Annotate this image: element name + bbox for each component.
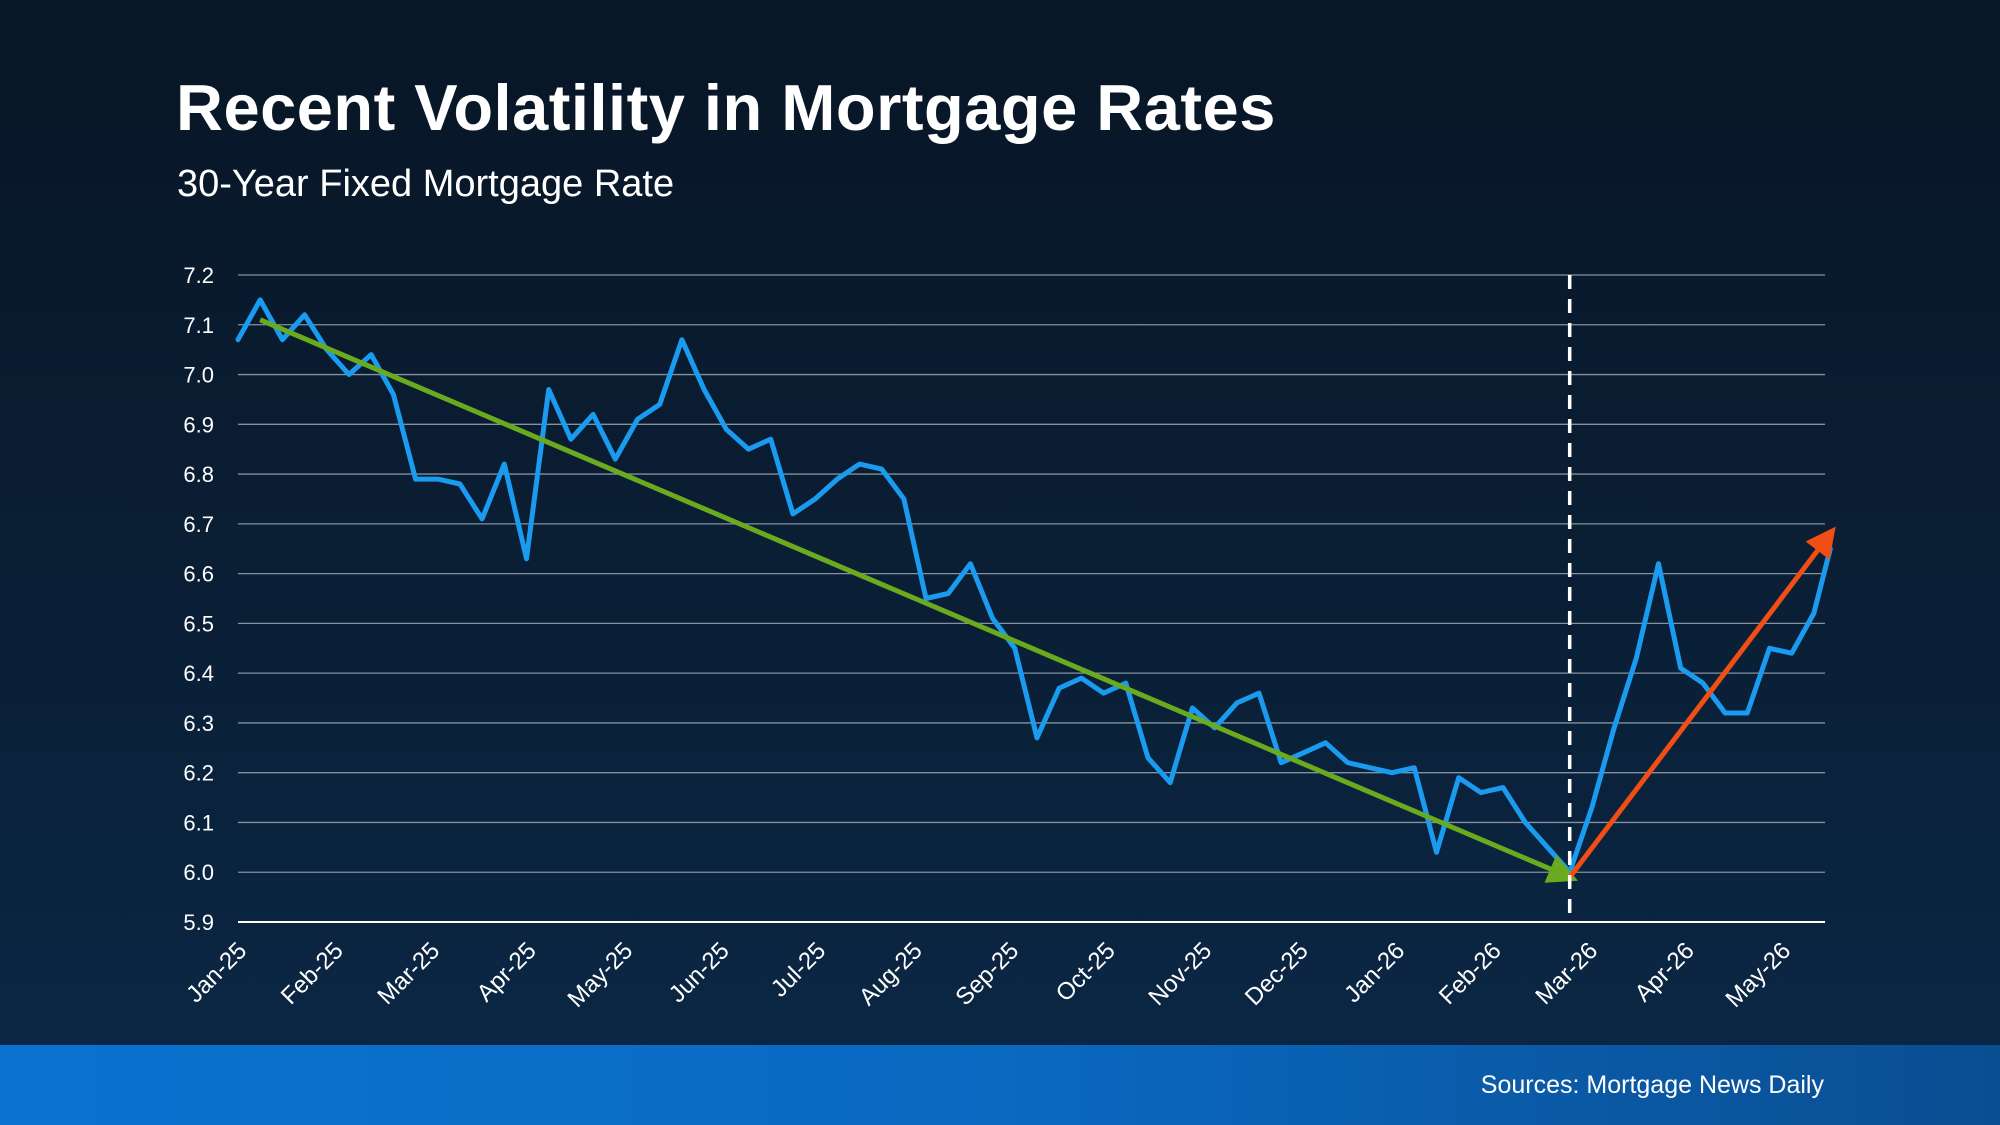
y-tick-label: 5.9	[183, 910, 214, 935]
x-tick-label: Feb-25	[276, 937, 349, 1010]
chart-subtitle: 30-Year Fixed Mortgage Rate	[177, 163, 675, 205]
x-tick-label: Apr-25	[472, 937, 542, 1007]
x-tick-label: Oct-25	[1051, 937, 1121, 1007]
x-tick-label: May-25	[563, 937, 639, 1013]
x-tick-label: Jan-25	[181, 937, 252, 1008]
y-tick-label: 6.1	[183, 810, 214, 835]
y-tick-label: 6.8	[183, 462, 214, 487]
y-tick-label: 7.0	[183, 363, 214, 388]
y-tick-label: 6.7	[183, 512, 214, 537]
y-axis-tick-labels: 7.2 7.1 7.0 6.9 6.8 6.7 6.6 6.5 6.4 6.3 6.2 6.1 6.0 5…	[183, 263, 214, 935]
x-tick-label: Dec-25	[1240, 937, 1314, 1011]
x-tick-label: Aug-25	[854, 937, 928, 1011]
series-layer	[235, 297, 1833, 875]
x-tick-label: Sep-25	[950, 937, 1024, 1011]
trend-arrows	[259, 317, 1836, 883]
y-tick-label: 6.9	[183, 412, 214, 437]
y-tick-label: 6.4	[183, 661, 214, 686]
y-tick-label: 6.5	[183, 611, 214, 636]
footer-bar: Sources: Mortgage News Daily	[0, 1045, 2000, 1125]
chart-title: Recent Volatility in Mortgage Rates	[176, 71, 1276, 144]
x-tick-label: Jul-25	[766, 937, 831, 1002]
source-note: Sources: Mortgage News Daily	[1480, 1071, 1824, 1099]
x-tick-label: Mar-26	[1530, 937, 1603, 1010]
y-tick-label: 6.3	[183, 711, 214, 736]
trend-arrow-up	[1567, 526, 1836, 879]
line-chart: 7.2 7.1 7.0 6.9 6.8 6.7 6.6 6.5 6.4 6.3 6.2 6.1 6.0 5…	[181, 263, 1836, 1013]
y-tick-label: 6.6	[183, 562, 214, 587]
series-line-30yr-fixed-rate	[235, 297, 1833, 875]
x-tick-label: May-26	[1721, 937, 1797, 1013]
y-tick-label: 7.2	[183, 263, 214, 288]
x-tick-label: Feb-26	[1434, 937, 1507, 1010]
x-tick-label: Nov-25	[1143, 937, 1217, 1011]
x-tick-label: Mar-25	[372, 937, 445, 1010]
x-tick-label: Apr-26	[1630, 937, 1700, 1007]
x-axis-tick-labels: Jan-25 Feb-25 Mar-25 Apr-25 May-25 Jun-25 Jul-…	[181, 937, 1796, 1013]
x-tick-label: Jan-26	[1339, 937, 1410, 1008]
y-tick-label: 6.0	[183, 860, 214, 885]
y-tick-label: 6.2	[183, 761, 214, 786]
y-tick-label: 7.1	[183, 313, 214, 338]
trend-arrow-down	[259, 317, 1578, 883]
x-tick-label: Jun-25	[664, 937, 735, 1008]
